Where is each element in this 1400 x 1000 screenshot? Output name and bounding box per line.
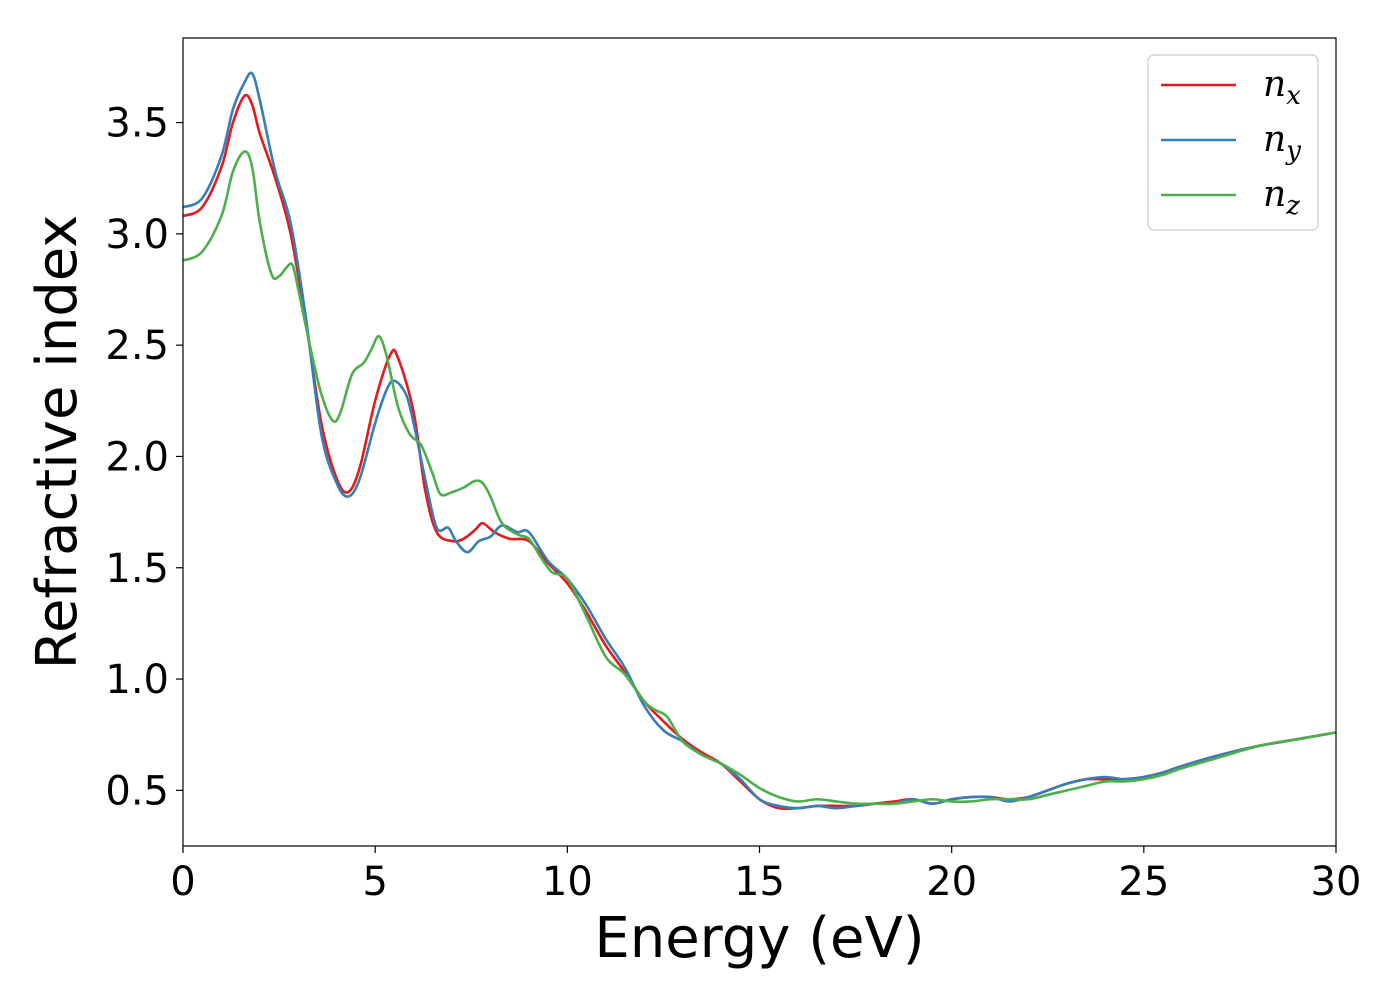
x-tick-label: 20 (926, 859, 977, 905)
legend-entry-x: nx (1161, 64, 1301, 111)
series-line-y (183, 71, 1336, 810)
series-layer (183, 71, 1336, 811)
x-tick-label: 30 (1311, 859, 1362, 905)
series-line-z (183, 150, 1336, 806)
legend-entry-z: nz (1161, 174, 1300, 221)
x-tick-label: 0 (170, 859, 195, 905)
legend-entry-y: ny (1161, 119, 1301, 166)
y-tick-label: 2.5 (105, 323, 169, 369)
y-tick-label: 0.5 (105, 768, 169, 814)
legend-label-subscript: z (1285, 191, 1300, 221)
x-axis-label: Energy (eV) (594, 906, 924, 971)
y-tick-label: 3.0 (105, 212, 169, 258)
y-tick-label: 3.5 (105, 101, 169, 147)
axis-ticks: 0 5 10 15 20 25 30 0.5 1.0 1.5 2.0 2.5 3.0 3.5 (105, 101, 1361, 905)
legend-label-subscript: x (1286, 81, 1301, 111)
legend-label-base: n (1263, 119, 1286, 160)
y-tick-label: 1.5 (105, 546, 169, 592)
x-tick-label: 25 (1118, 859, 1169, 905)
y-tick-label: 2.0 (105, 434, 169, 480)
x-tick-label: 10 (542, 859, 593, 905)
legend-label: nz (1263, 174, 1300, 221)
legend-label: ny (1263, 119, 1301, 166)
y-tick-label: 1.0 (105, 657, 169, 703)
legend-box (1147, 54, 1319, 231)
x-tick-label: 5 (362, 859, 387, 905)
legend-label-base: n (1263, 174, 1286, 215)
legend-label-base: n (1263, 64, 1286, 105)
y-axis-label: Refractive index (25, 215, 90, 670)
legend-label-subscript: y (1285, 136, 1301, 166)
x-tick-label: 15 (734, 859, 785, 905)
legend-label: nx (1263, 64, 1301, 111)
